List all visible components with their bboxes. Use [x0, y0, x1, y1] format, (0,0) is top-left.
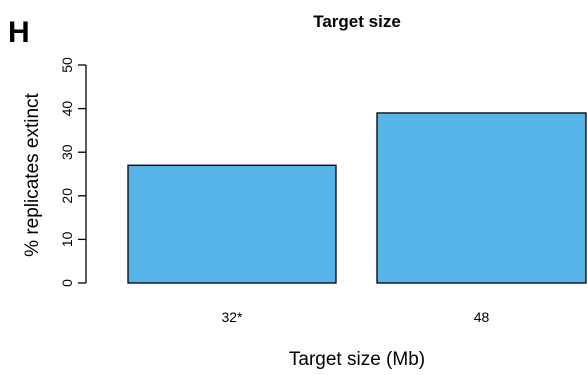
- panel-letter: H: [8, 16, 30, 49]
- category-labels: 32* 48: [221, 309, 489, 325]
- y-tick-label: 10: [59, 231, 75, 247]
- y-tick-label: 0: [59, 279, 75, 287]
- y-tick-label: 50: [59, 57, 75, 73]
- chart-title: Target size: [313, 12, 401, 31]
- category-label: 48: [474, 309, 490, 325]
- y-tick-label: 20: [59, 188, 75, 204]
- bar-32: [127, 164, 337, 284]
- category-label: 32*: [221, 309, 243, 325]
- y-axis: 0 10 20 30 40 50: [59, 57, 87, 287]
- y-tick-label: 30: [59, 144, 75, 160]
- y-axis-label: % replicates extinct: [22, 92, 43, 256]
- y-tick-label: 40: [59, 101, 75, 117]
- bars: [127, 112, 587, 284]
- bar-48: [376, 112, 587, 284]
- x-axis-label: Target size (Mb): [289, 349, 425, 370]
